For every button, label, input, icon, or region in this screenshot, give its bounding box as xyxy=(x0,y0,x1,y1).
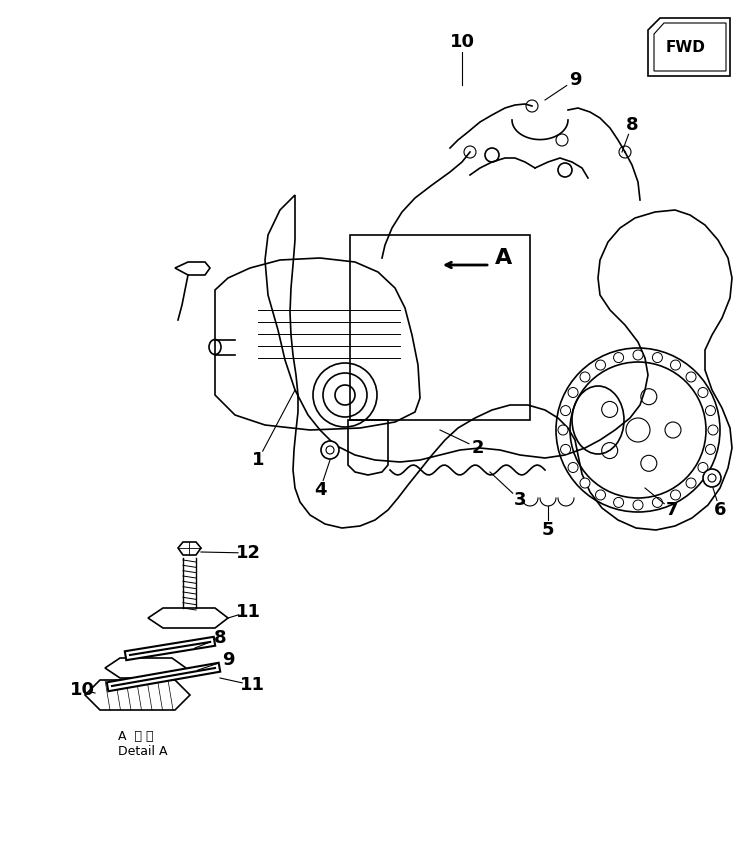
Text: A: A xyxy=(495,248,512,268)
Text: A  样 細: A 样 細 xyxy=(118,730,154,743)
Text: 3: 3 xyxy=(514,491,526,509)
Circle shape xyxy=(708,425,718,435)
Polygon shape xyxy=(648,18,730,76)
Text: 8: 8 xyxy=(626,116,639,134)
Text: 10: 10 xyxy=(450,33,474,51)
Circle shape xyxy=(526,100,538,112)
Circle shape xyxy=(326,446,334,454)
Circle shape xyxy=(686,372,696,382)
Text: 7: 7 xyxy=(666,501,678,519)
Text: FWD: FWD xyxy=(666,40,706,55)
Text: 11: 11 xyxy=(236,603,261,621)
Circle shape xyxy=(698,462,708,473)
Circle shape xyxy=(485,148,499,162)
Circle shape xyxy=(580,372,590,382)
Text: Detail A: Detail A xyxy=(118,745,167,758)
Circle shape xyxy=(558,425,568,435)
Circle shape xyxy=(614,497,623,508)
Text: 4: 4 xyxy=(314,481,326,499)
Circle shape xyxy=(568,462,578,473)
Circle shape xyxy=(670,490,681,500)
Text: 12: 12 xyxy=(236,544,261,562)
Circle shape xyxy=(580,478,590,488)
Circle shape xyxy=(670,360,681,370)
Circle shape xyxy=(556,134,568,146)
Text: 9: 9 xyxy=(221,651,234,669)
Text: 5: 5 xyxy=(541,521,554,539)
Circle shape xyxy=(560,444,571,455)
Text: 10: 10 xyxy=(69,681,94,699)
Circle shape xyxy=(706,406,715,416)
Circle shape xyxy=(558,163,572,177)
Text: 9: 9 xyxy=(569,71,581,89)
Circle shape xyxy=(706,444,715,455)
Circle shape xyxy=(633,350,643,360)
Circle shape xyxy=(464,146,476,158)
Text: 1: 1 xyxy=(252,451,264,469)
Text: 6: 6 xyxy=(714,501,726,519)
Text: 2: 2 xyxy=(471,439,484,457)
Circle shape xyxy=(321,441,339,459)
Circle shape xyxy=(633,500,643,510)
Text: 11: 11 xyxy=(239,676,264,694)
Circle shape xyxy=(698,388,708,397)
Circle shape xyxy=(614,353,623,363)
Circle shape xyxy=(619,146,631,158)
Circle shape xyxy=(596,490,605,500)
Text: 8: 8 xyxy=(214,629,227,647)
Circle shape xyxy=(568,388,578,397)
Circle shape xyxy=(652,353,663,363)
Circle shape xyxy=(560,406,571,416)
Circle shape xyxy=(596,360,605,370)
Circle shape xyxy=(686,478,696,488)
Circle shape xyxy=(652,497,663,508)
Circle shape xyxy=(703,469,721,487)
